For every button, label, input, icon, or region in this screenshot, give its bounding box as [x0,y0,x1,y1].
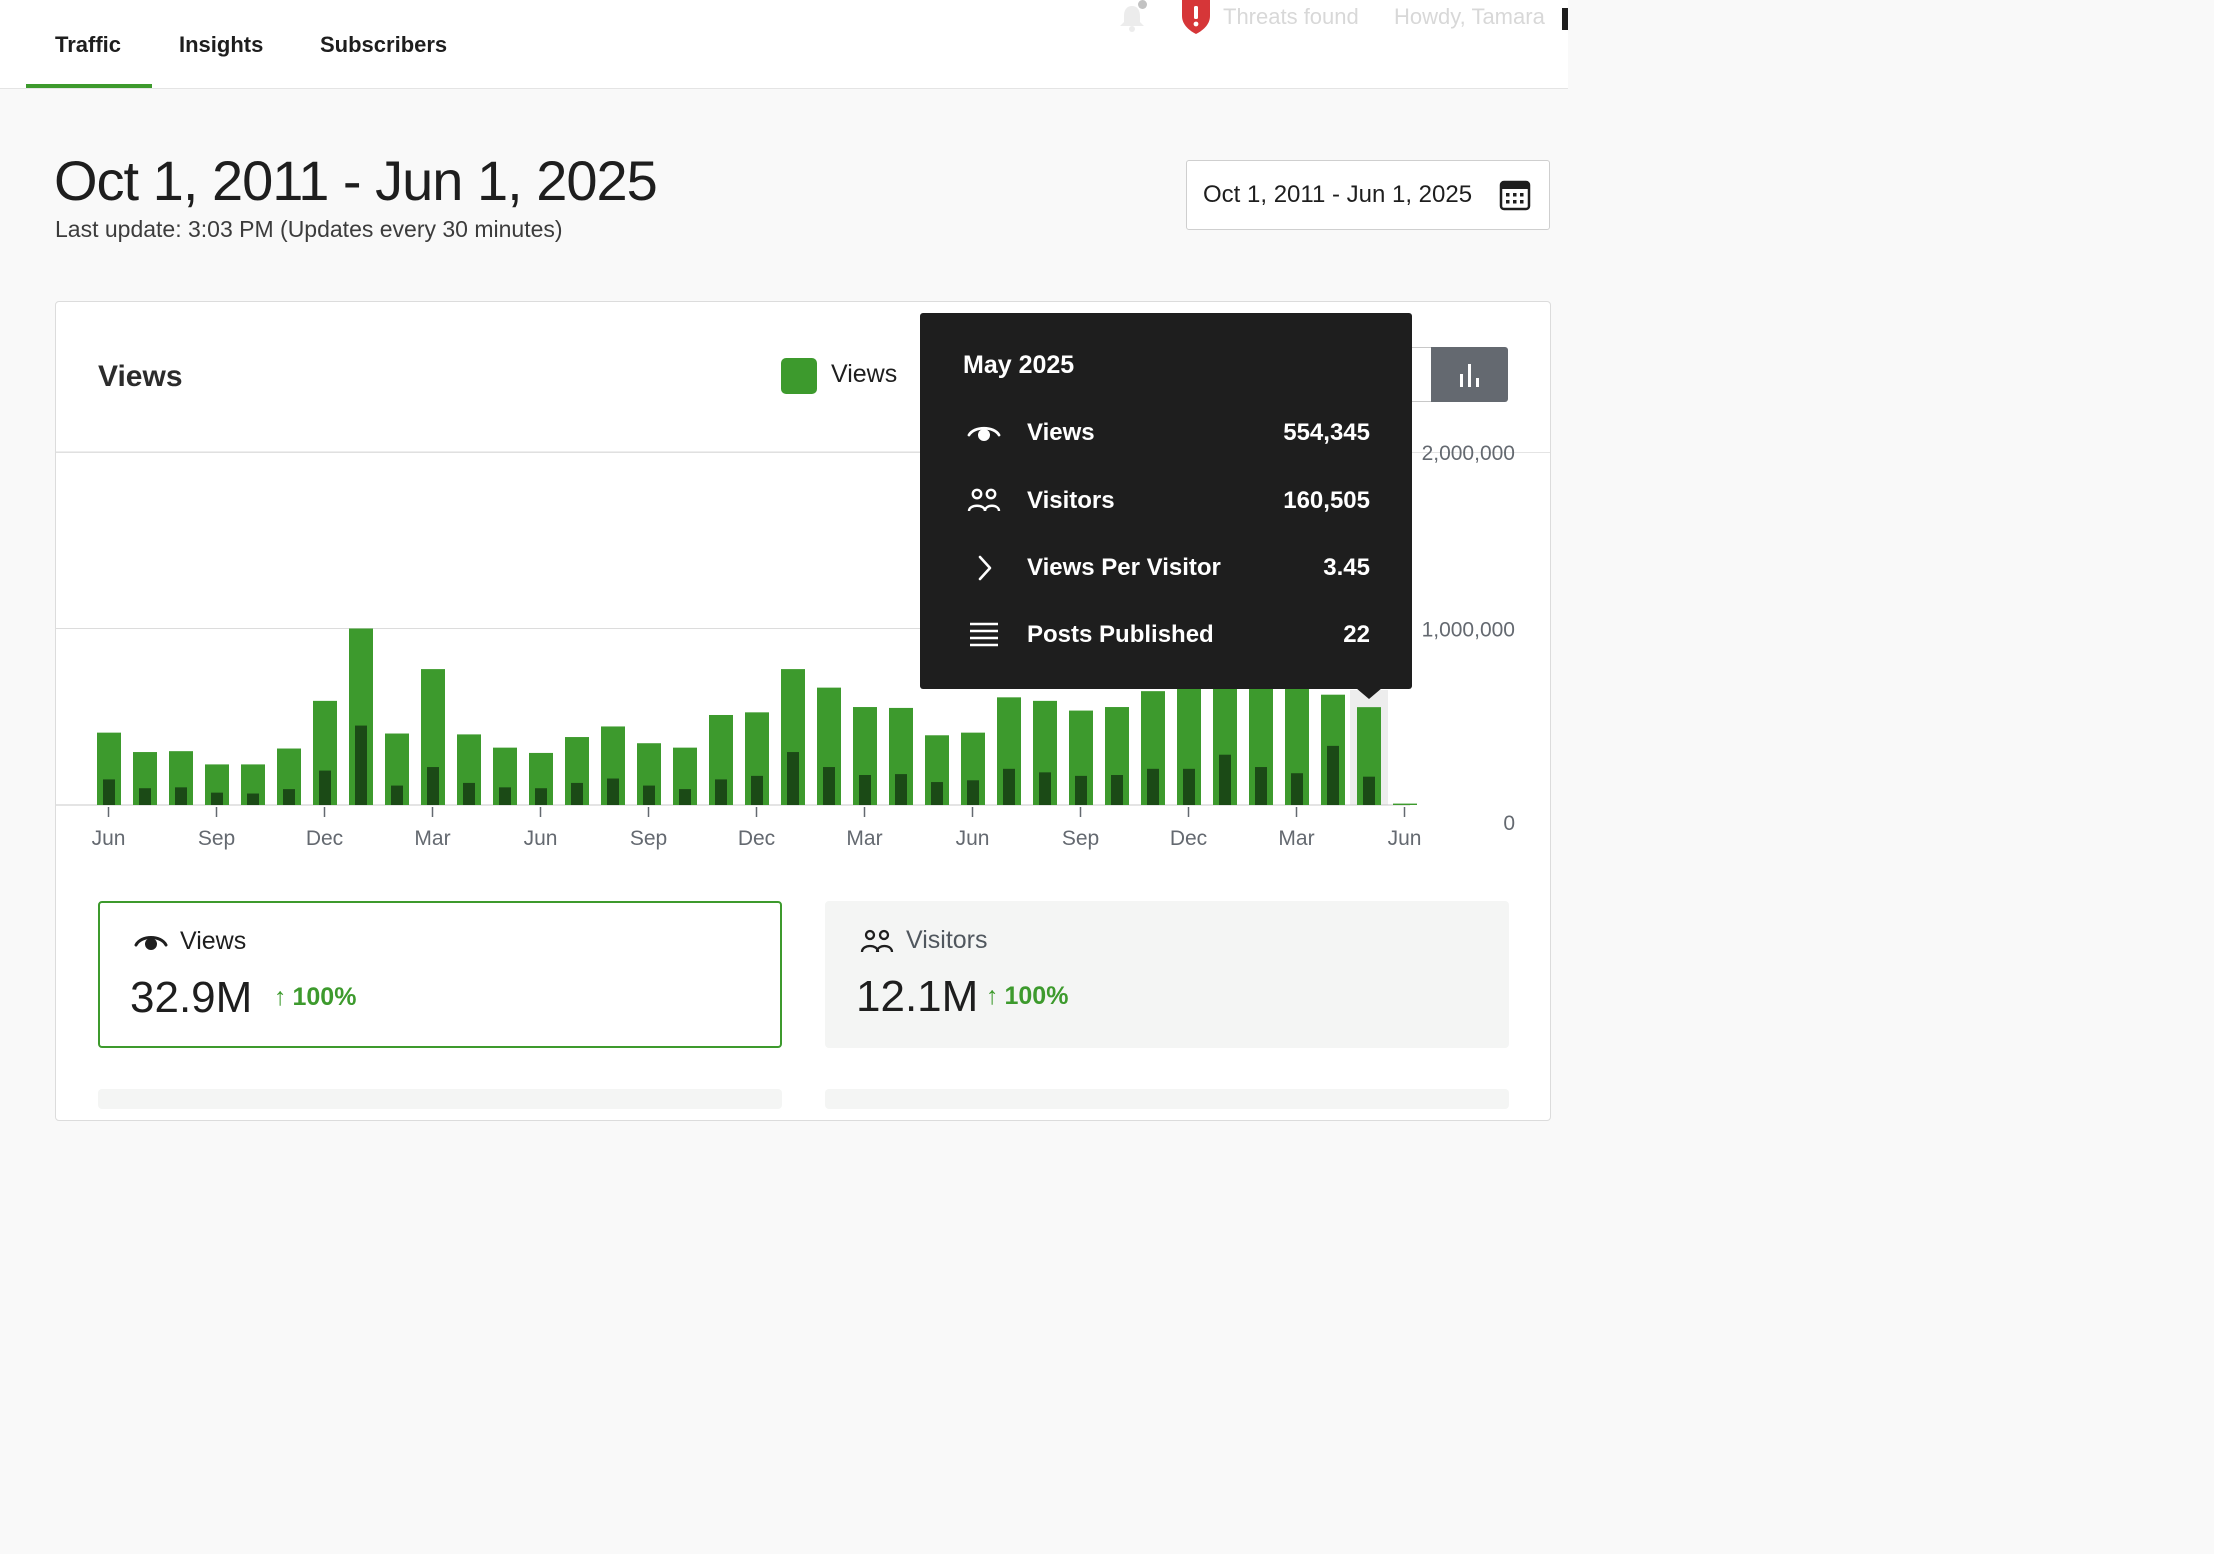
calendar-icon [1499,179,1531,211]
stat-change-value: 100% [1004,982,1069,1010]
eye-icon [134,929,168,955]
shield-alert-icon[interactable] [1180,0,1212,34]
arrow-up-icon: ↑ [986,982,999,1010]
stat-card-views[interactable]: Views 32.9M ↑ 100% [98,901,782,1048]
tooltip-row-posts-published: Posts Published 22 [920,615,1412,655]
tooltip-label: Views [1027,419,1095,446]
bell-icon[interactable] [1117,4,1147,32]
tooltip-value: 554,345 [1283,419,1370,446]
tooltip-pointer [1356,688,1382,699]
eye-icon [966,417,1002,449]
people-icon [860,928,894,954]
tooltip-title: May 2025 [963,351,1075,379]
stat-label: Views [180,927,247,955]
stat-change: ↑ 100% [986,982,1068,1011]
tooltip-label: Visitors [1027,487,1115,514]
date-range-picker[interactable]: Oct 1, 2011 - Jun 1, 2025 [1186,160,1550,230]
list-icon [966,619,1002,651]
chevron-right-icon [966,552,1002,584]
stat-card-partial [825,1089,1509,1109]
stat-card-partial [98,1089,782,1109]
legend-label-views: Views [831,360,898,388]
active-tab-indicator [26,84,152,88]
chart-tooltip: May 2025 Views 554,345 Visitors 160,505 … [920,313,1412,689]
user-greeting[interactable]: Howdy, Tamara [1394,4,1545,29]
stat-value: 12.1M [856,972,979,1021]
date-range-value: Oct 1, 2011 - Jun 1, 2025 [1203,181,1473,208]
tooltip-value: 22 [1343,621,1370,648]
last-update-text: Last update: 3:03 PM (Updates every 30 m… [55,216,563,242]
tooltip-label: Posts Published [1027,621,1214,648]
avatar[interactable] [1562,8,1568,30]
stat-change: ↑ 100% [274,983,356,1012]
stat-value: 32.9M [130,973,253,1022]
tooltip-label: Views Per Visitor [1027,554,1221,581]
threats-found-link[interactable]: Threats found [1223,4,1359,29]
card-header-divider [56,452,1550,453]
people-icon [966,485,1002,517]
tab-insights[interactable]: Insights [179,32,264,57]
top-bar: Traffic Insights Subscribers [0,0,1568,89]
tooltip-value: 3.45 [1323,554,1370,581]
tab-traffic[interactable]: Traffic [55,32,122,57]
stat-change-value: 100% [292,983,357,1011]
tooltip-row-visitors: Visitors 160,505 [920,481,1412,521]
tooltip-value: 160,505 [1283,487,1370,514]
page-title: Oct 1, 2011 - Jun 1, 2025 [54,149,658,212]
tab-subscribers[interactable]: Subscribers [320,32,448,57]
bar-chart-icon [1460,364,1479,387]
legend-swatch-views [781,358,817,394]
tooltip-row-views-per-visitor: Views Per Visitor 3.45 [920,548,1412,588]
chart-card-title: Views [98,360,183,393]
arrow-up-icon: ↑ [274,983,287,1011]
stat-card-visitors[interactable]: Visitors 12.1M ↑ 100% [825,901,1509,1048]
notification-dot [1138,0,1147,9]
stat-label: Visitors [906,926,988,954]
bar-chart-toggle-button[interactable] [1431,347,1508,402]
tooltip-row-views: Views 554,345 [920,413,1412,453]
